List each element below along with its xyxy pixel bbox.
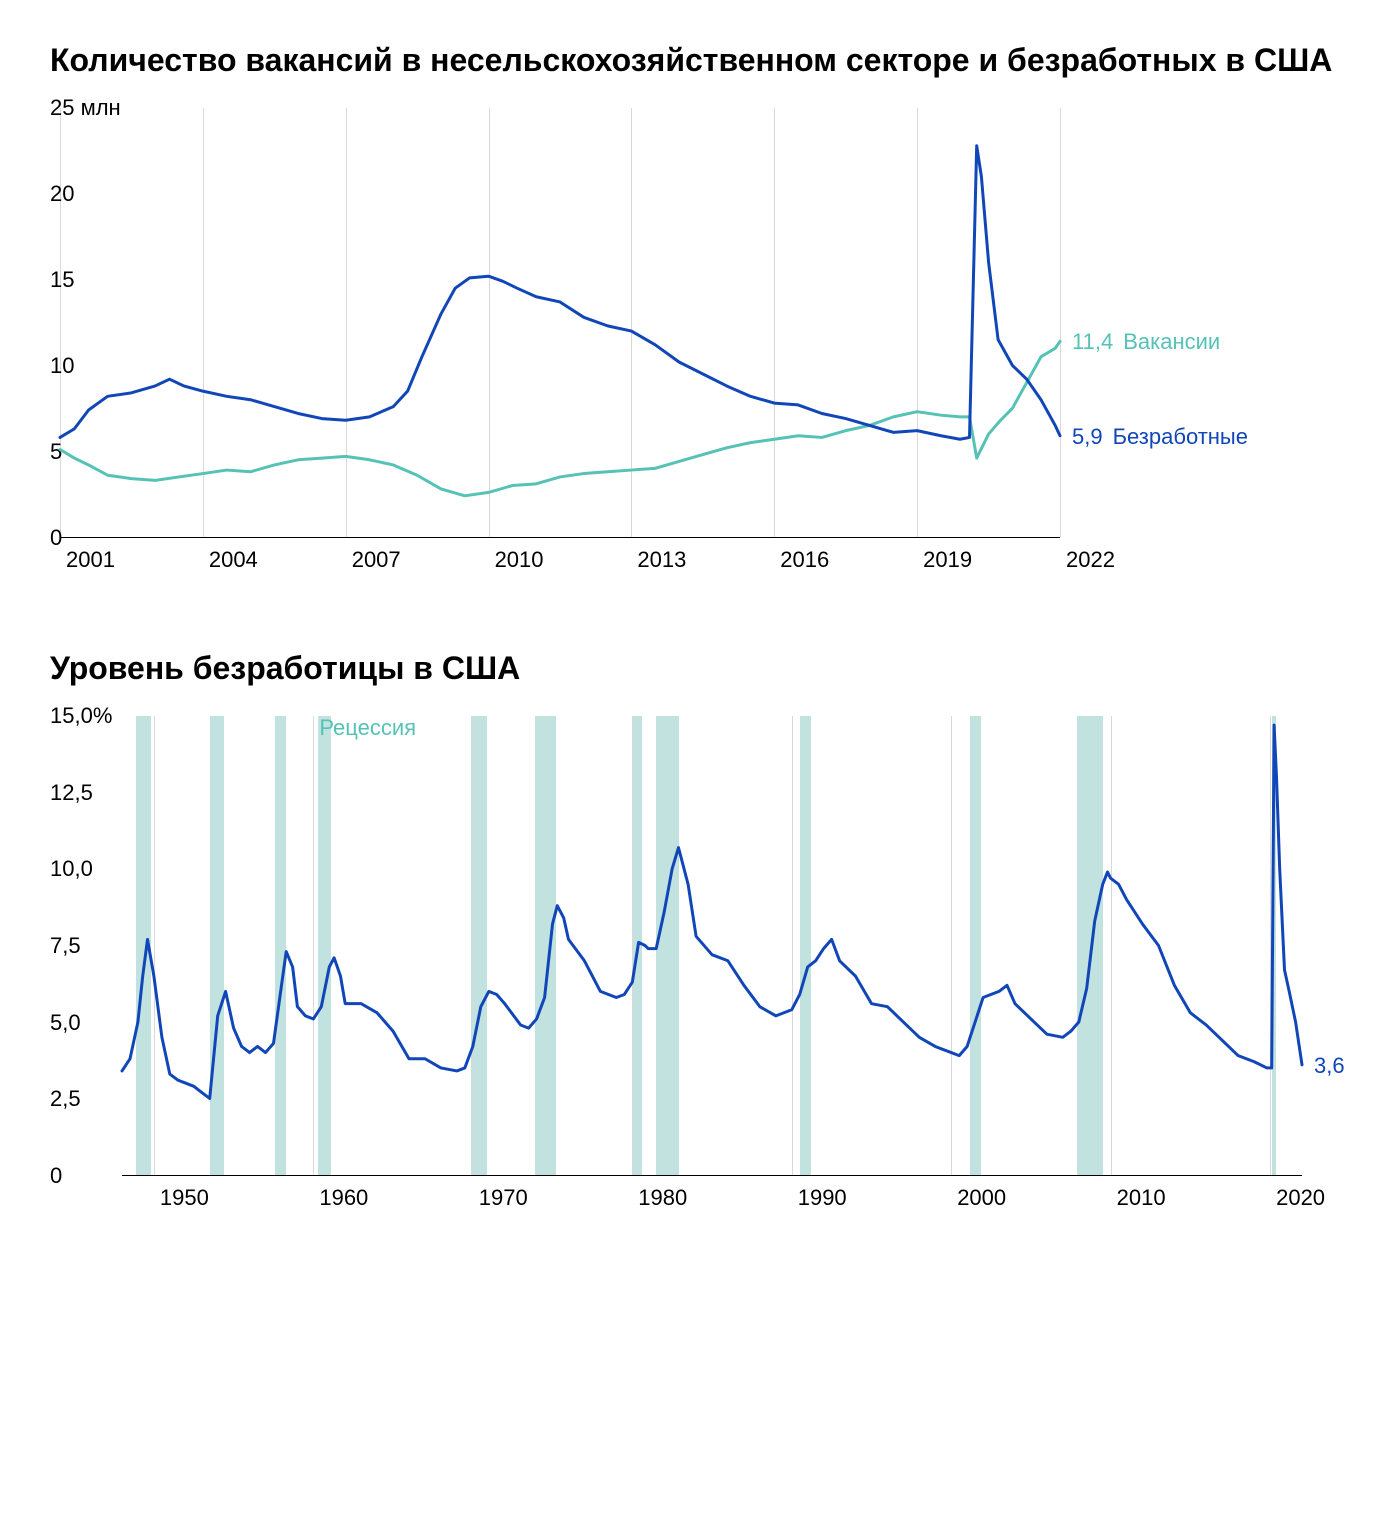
x-tick-label: 2013 xyxy=(637,547,686,573)
x-gridline xyxy=(1060,108,1061,537)
y-tick-label: 12,5 xyxy=(50,780,93,806)
x-tick-label: 2020 xyxy=(1276,1185,1325,1211)
x-tick-label: 1990 xyxy=(798,1185,847,1211)
chart-unemployment-rate: Уровень безработицы в США Рецессия195019… xyxy=(50,648,1350,1226)
chart-vacancies-unemployed: Количество вакансий в несельскохозяйстве… xyxy=(50,40,1350,588)
x-tick-label: 2004 xyxy=(209,547,258,573)
chart1-title: Количество вакансий в несельскохозяйстве… xyxy=(50,40,1350,80)
series-end-value: 5,9 xyxy=(1072,424,1103,449)
chart1-plot-area: 2001200420072010201320162019202205101520… xyxy=(50,108,1360,588)
chart2-title: Уровень безработицы в США xyxy=(50,648,1350,688)
series-line xyxy=(122,725,1302,1098)
series-end-value: 11,4 xyxy=(1072,329,1113,354)
x-tick-label: 2022 xyxy=(1066,547,1115,573)
chart2-plot-area: Рецессия19501960197019801990200020102020… xyxy=(50,716,1400,1226)
y-tick-label: 2,5 xyxy=(50,1086,81,1112)
x-tick-label: 2007 xyxy=(352,547,401,573)
series-end-name: Безработные xyxy=(1113,424,1248,449)
series-end-label: 11,4 Вакансии xyxy=(1072,329,1220,355)
x-tick-label: 1960 xyxy=(319,1185,368,1211)
series-line xyxy=(60,341,1060,495)
series-end-name: Вакансии xyxy=(1123,329,1220,354)
x-tick-label: 2001 xyxy=(66,547,115,573)
series-line xyxy=(60,146,1060,440)
x-tick-label: 2010 xyxy=(495,547,544,573)
y-tick-label: 0 xyxy=(50,1163,62,1189)
x-tick-label: 2019 xyxy=(923,547,972,573)
x-tick-label: 2000 xyxy=(957,1185,1006,1211)
x-tick-label: 1950 xyxy=(160,1185,209,1211)
y-tick-label: 7,5 xyxy=(50,933,81,959)
x-tick-label: 1970 xyxy=(479,1185,528,1211)
series-end-label: 3,6 xyxy=(1314,1053,1355,1079)
series-end-value: 3,6 xyxy=(1314,1053,1345,1078)
y-tick-label: 15,0% xyxy=(50,703,112,729)
x-tick-label: 1980 xyxy=(638,1185,687,1211)
x-tick-label: 2010 xyxy=(1117,1185,1166,1211)
series-end-label: 5,9 Безработные xyxy=(1072,424,1248,450)
y-tick-label: 5,0 xyxy=(50,1010,81,1036)
y-tick-label: 10,0 xyxy=(50,856,93,882)
x-tick-label: 2016 xyxy=(780,547,829,573)
